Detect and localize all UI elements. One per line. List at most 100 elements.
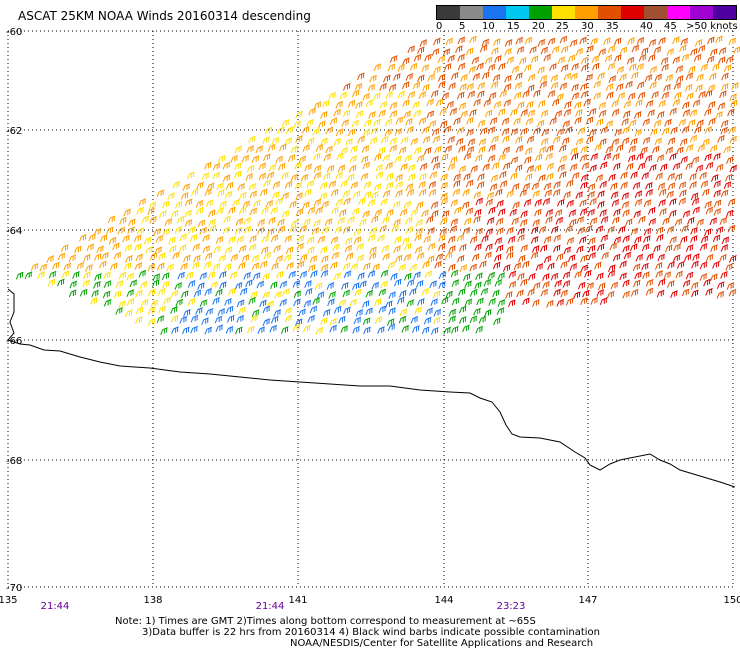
wind-barb [430,201,439,209]
wind-barb [340,146,349,155]
wind-barb [513,91,522,100]
wind-barb [617,92,626,100]
wind-barb [576,245,584,254]
wind-barb [476,297,484,306]
wind-barb [672,254,681,263]
wind-barb [694,39,703,47]
wind-barb [676,146,684,155]
wind-barb [298,155,307,164]
wind-barb [148,201,157,210]
wind-barb [593,92,602,100]
note-line-1: Note: 1) Times are GMT 2)Times along bot… [115,616,536,627]
wind-barb [623,251,632,260]
wind-barb [565,126,573,135]
wind-barb [410,137,419,146]
wind-barb [63,262,72,271]
wind-barb [155,235,164,243]
wind-barb [625,218,633,227]
wind-barb [438,80,446,89]
wind-barb [295,135,303,143]
wind-barb [443,326,451,335]
wind-barb [367,270,376,278]
wind-barb [632,263,641,272]
wind-barb [538,174,546,182]
wind-barb [363,262,371,271]
wind-barb [519,189,528,197]
wind-barb [634,271,642,280]
wind-barb [532,219,540,227]
wind-barb [182,326,190,335]
wind-barb [174,201,183,209]
wind-barb [264,126,273,135]
wind-barb [560,45,569,54]
wind-barb [292,323,301,332]
wind-barb [367,234,376,242]
wind-barb [187,297,196,306]
wind-barb [103,280,112,288]
wind-barb [448,308,457,317]
wind-barb [536,119,545,128]
wind-barb [354,288,363,297]
wind-barb [670,126,678,135]
wind-barb [699,243,708,251]
legend-swatch [713,6,736,19]
wind-barb [615,83,624,91]
wind-barb [386,172,394,181]
wind-barb [294,318,303,327]
wind-barb [651,91,659,99]
wind-barb [476,181,485,189]
wind-barb [389,137,398,146]
wind-barb [24,271,33,280]
wind-barb [282,288,290,296]
wind-barb [453,117,461,126]
wind-barb [407,173,416,182]
wind-barb [601,251,610,260]
wind-barb [422,135,431,144]
wind-barb [437,73,446,82]
wind-barb [312,297,321,305]
wind-barb [162,280,170,289]
wind-barb [553,244,561,253]
wind-barb [214,315,223,324]
wind-barb [497,272,506,280]
wind-barb [458,288,466,296]
wind-barb [457,62,466,71]
wind-barb [284,314,293,323]
wind-barb [373,183,382,191]
wind-barb [542,281,550,289]
wind-barb [558,144,567,153]
wind-barb [723,181,732,189]
wind-barb [303,324,311,333]
wind-barb [409,62,418,71]
wind-barb [385,300,393,309]
wind-barb [402,99,410,108]
wind-barb [367,83,376,92]
wind-barb [585,116,594,125]
wind-barb [653,119,662,128]
wind-barb [205,307,214,316]
wind-barb [370,215,379,224]
wind-barb [349,155,358,164]
wind-barb [520,210,528,219]
wind-barb [466,83,475,91]
wind-barb [451,279,460,287]
wind-barb [263,153,271,162]
wind-barb [657,253,666,262]
wind-barb [470,165,479,173]
wind-barb [134,243,142,252]
wind-barb [199,226,208,235]
wind-barb [363,181,372,189]
wind-barb [510,128,519,136]
wind-barb [379,224,387,233]
wind-barb [672,98,681,107]
wind-barb [679,189,687,198]
wind-barb [680,156,689,164]
wind-barb [413,271,421,280]
wind-barb [394,128,403,136]
wind-barb [538,146,547,154]
wind-barb [604,54,613,63]
wind-barb [289,200,297,209]
wind-barb [656,111,665,119]
wind-barb [644,74,653,82]
wind-barb [243,271,251,280]
